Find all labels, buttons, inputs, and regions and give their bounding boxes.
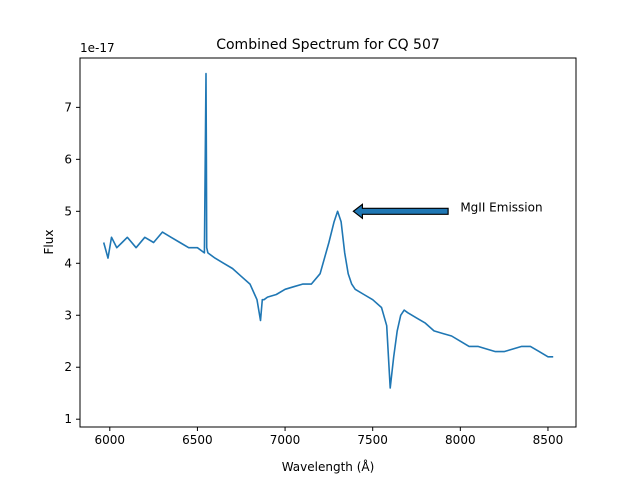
y-offset-text: 1e-17 [80, 41, 115, 55]
plot-area [102, 72, 554, 389]
y-tick-label: 3 [64, 308, 72, 322]
axis-ticks: 6000 6500 7000 7500 8000 8500 1 2 3 4 5 6 7 [64, 100, 563, 447]
x-tick-label: 7500 [357, 433, 388, 447]
y-tick-label: 4 [64, 256, 72, 270]
x-tick-label: 8000 [445, 433, 476, 447]
annotation: MgII Emission [352, 200, 543, 220]
x-tick-label: 6500 [182, 433, 213, 447]
y-tick-label: 1 [64, 412, 72, 426]
x-tick-label: 6000 [95, 433, 126, 447]
y-axis-label: Flux [42, 230, 56, 255]
y-tick-label: 5 [64, 204, 72, 218]
series-line [102, 72, 554, 389]
x-tick-label: 8500 [533, 433, 564, 447]
x-tick-label: 7000 [270, 433, 301, 447]
axes-frame [79, 57, 577, 428]
y-tick-label: 6 [64, 152, 72, 166]
y-tick-label: 7 [64, 100, 72, 114]
annotation-text: MgII Emission [460, 200, 542, 214]
x-axis-label: Wavelength (Å) [282, 459, 375, 474]
y-tick-label: 2 [64, 360, 72, 374]
annotation-arrow [352, 203, 449, 220]
chart-title: Combined Spectrum for CQ 507 [216, 37, 440, 53]
